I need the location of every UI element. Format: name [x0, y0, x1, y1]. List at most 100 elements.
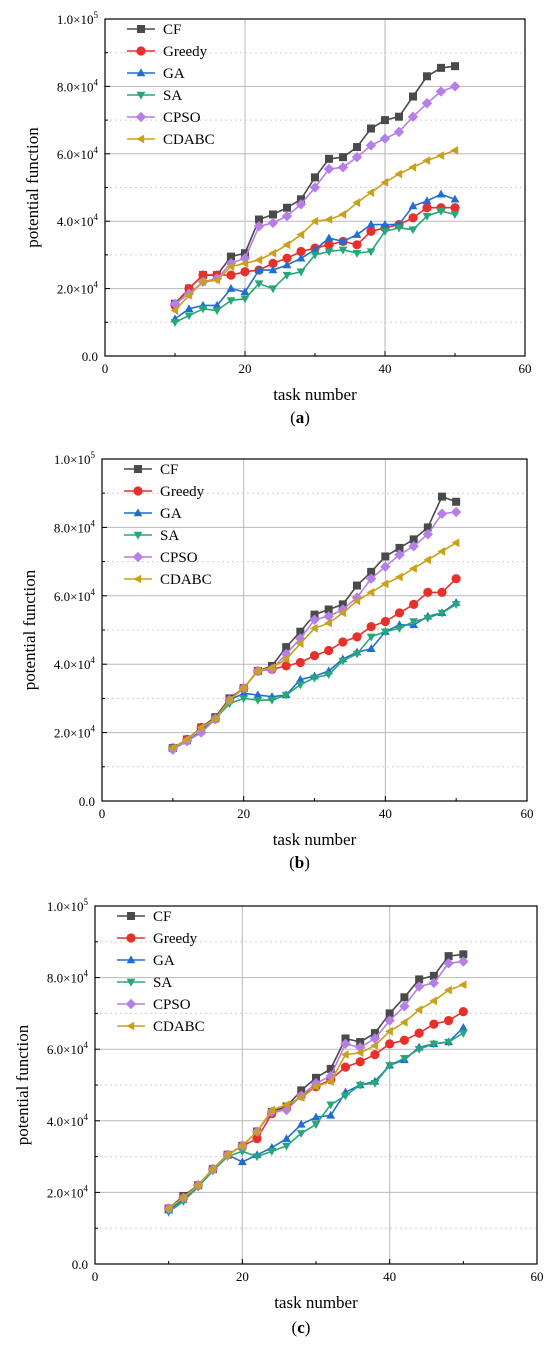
data-point	[355, 1048, 364, 1058]
data-point	[451, 62, 459, 71]
data-point	[281, 661, 291, 671]
data-point	[352, 230, 362, 238]
data-point	[310, 1078, 322, 1089]
y-axis-label: potential function	[13, 1024, 32, 1145]
data-point	[252, 1153, 262, 1162]
data-point	[443, 958, 454, 969]
y-tick-label: 1.0×105	[47, 897, 89, 914]
y-tick-label: 6.0×104	[47, 1040, 89, 1057]
data-point	[340, 1038, 351, 1050]
data-point	[252, 1127, 261, 1136]
data-point	[414, 1028, 424, 1038]
legend-item-greedy: Greedy	[117, 931, 198, 947]
data-point	[429, 1019, 439, 1029]
data-point	[208, 1164, 217, 1174]
legend-marker	[133, 508, 143, 517]
data-point	[408, 226, 418, 235]
data-point	[352, 632, 362, 642]
data-point	[170, 319, 180, 327]
legend-marker	[137, 25, 145, 33]
data-point	[267, 1105, 275, 1115]
data-point	[366, 633, 376, 642]
data-point	[353, 143, 361, 152]
legend-label: CDABC	[160, 572, 212, 588]
data-point	[282, 260, 292, 269]
data-point	[366, 644, 376, 653]
data-point	[226, 284, 236, 292]
legend-label: SA	[153, 975, 172, 991]
data-point	[379, 133, 391, 144]
data-point	[312, 1073, 320, 1082]
data-point	[380, 579, 389, 589]
data-point	[337, 162, 349, 173]
legend-item-greedy: Greedy	[127, 44, 208, 60]
data-point	[239, 253, 251, 264]
data-point	[310, 245, 320, 254]
data-point	[326, 1101, 336, 1110]
data-point	[381, 552, 390, 561]
y-tick-label: 6.0×104	[54, 587, 96, 604]
data-point	[436, 151, 445, 160]
panel-b: 0 20 40 60 0.0 2.0×104 4.0×104 6.0×104 8.0×104 1.…	[20, 450, 534, 872]
legend-label: CPSO	[153, 997, 191, 1013]
data-point	[184, 290, 193, 300]
data-point	[326, 1110, 336, 1119]
data-point	[237, 1157, 247, 1166]
data-point	[436, 189, 446, 198]
legend-item-ga: GA	[117, 953, 175, 969]
data-point	[170, 306, 179, 315]
y-tick-label: 4.0×104	[54, 655, 96, 672]
data-point	[340, 1062, 351, 1072]
data-point	[324, 618, 332, 628]
data-point	[451, 601, 461, 609]
data-point	[340, 1050, 349, 1059]
data-point	[409, 535, 418, 544]
x-tick-label: 40	[383, 1269, 396, 1284]
data-point	[282, 240, 291, 250]
data-point	[325, 154, 333, 163]
data-point	[182, 735, 191, 744]
data-point	[281, 1100, 290, 1110]
data-point	[212, 300, 222, 309]
data-point	[380, 616, 390, 627]
legend-label: GA	[153, 953, 175, 969]
y-tick-label: 6.0×104	[57, 145, 99, 162]
data-point	[353, 581, 361, 590]
data-point	[408, 213, 418, 223]
data-point	[422, 196, 432, 205]
data-point	[450, 506, 462, 518]
y-tick-label: 1.0×105	[54, 450, 96, 467]
data-point	[267, 696, 277, 705]
legend-marker	[126, 978, 136, 987]
legend-item-cdabc: CDABC	[127, 132, 215, 148]
data-point	[210, 714, 219, 724]
data-point	[450, 146, 459, 155]
data-point	[451, 538, 460, 548]
series-cdabc	[164, 980, 467, 1213]
data-point	[437, 63, 445, 72]
data-point	[369, 1033, 381, 1044]
data-point	[253, 666, 262, 676]
data-point	[324, 215, 333, 224]
data-point	[436, 207, 446, 216]
x-tick-label: 60	[521, 806, 534, 821]
data-point	[310, 251, 320, 260]
legend-label: GA	[160, 506, 182, 522]
data-point	[423, 555, 432, 565]
data-point	[385, 1009, 394, 1018]
legend: CF Greedy GA SA CPSO CDABC	[124, 462, 212, 588]
legend-item-cpso: CPSO	[117, 997, 191, 1013]
data-point	[309, 651, 320, 661]
data-point	[324, 671, 334, 680]
legend-item-greedy: Greedy	[124, 484, 205, 500]
x-tick-label: 0	[99, 806, 106, 821]
y-tick-label: 0.0	[79, 794, 95, 809]
legend-label: CF	[163, 22, 181, 38]
legend-marker	[126, 1021, 135, 1031]
legend-item-cpso: CPSO	[124, 550, 198, 566]
data-point	[366, 188, 375, 197]
data-point	[324, 240, 334, 250]
data-point	[381, 116, 389, 125]
data-point	[399, 1035, 409, 1045]
x-tick-label: 20	[237, 806, 250, 821]
